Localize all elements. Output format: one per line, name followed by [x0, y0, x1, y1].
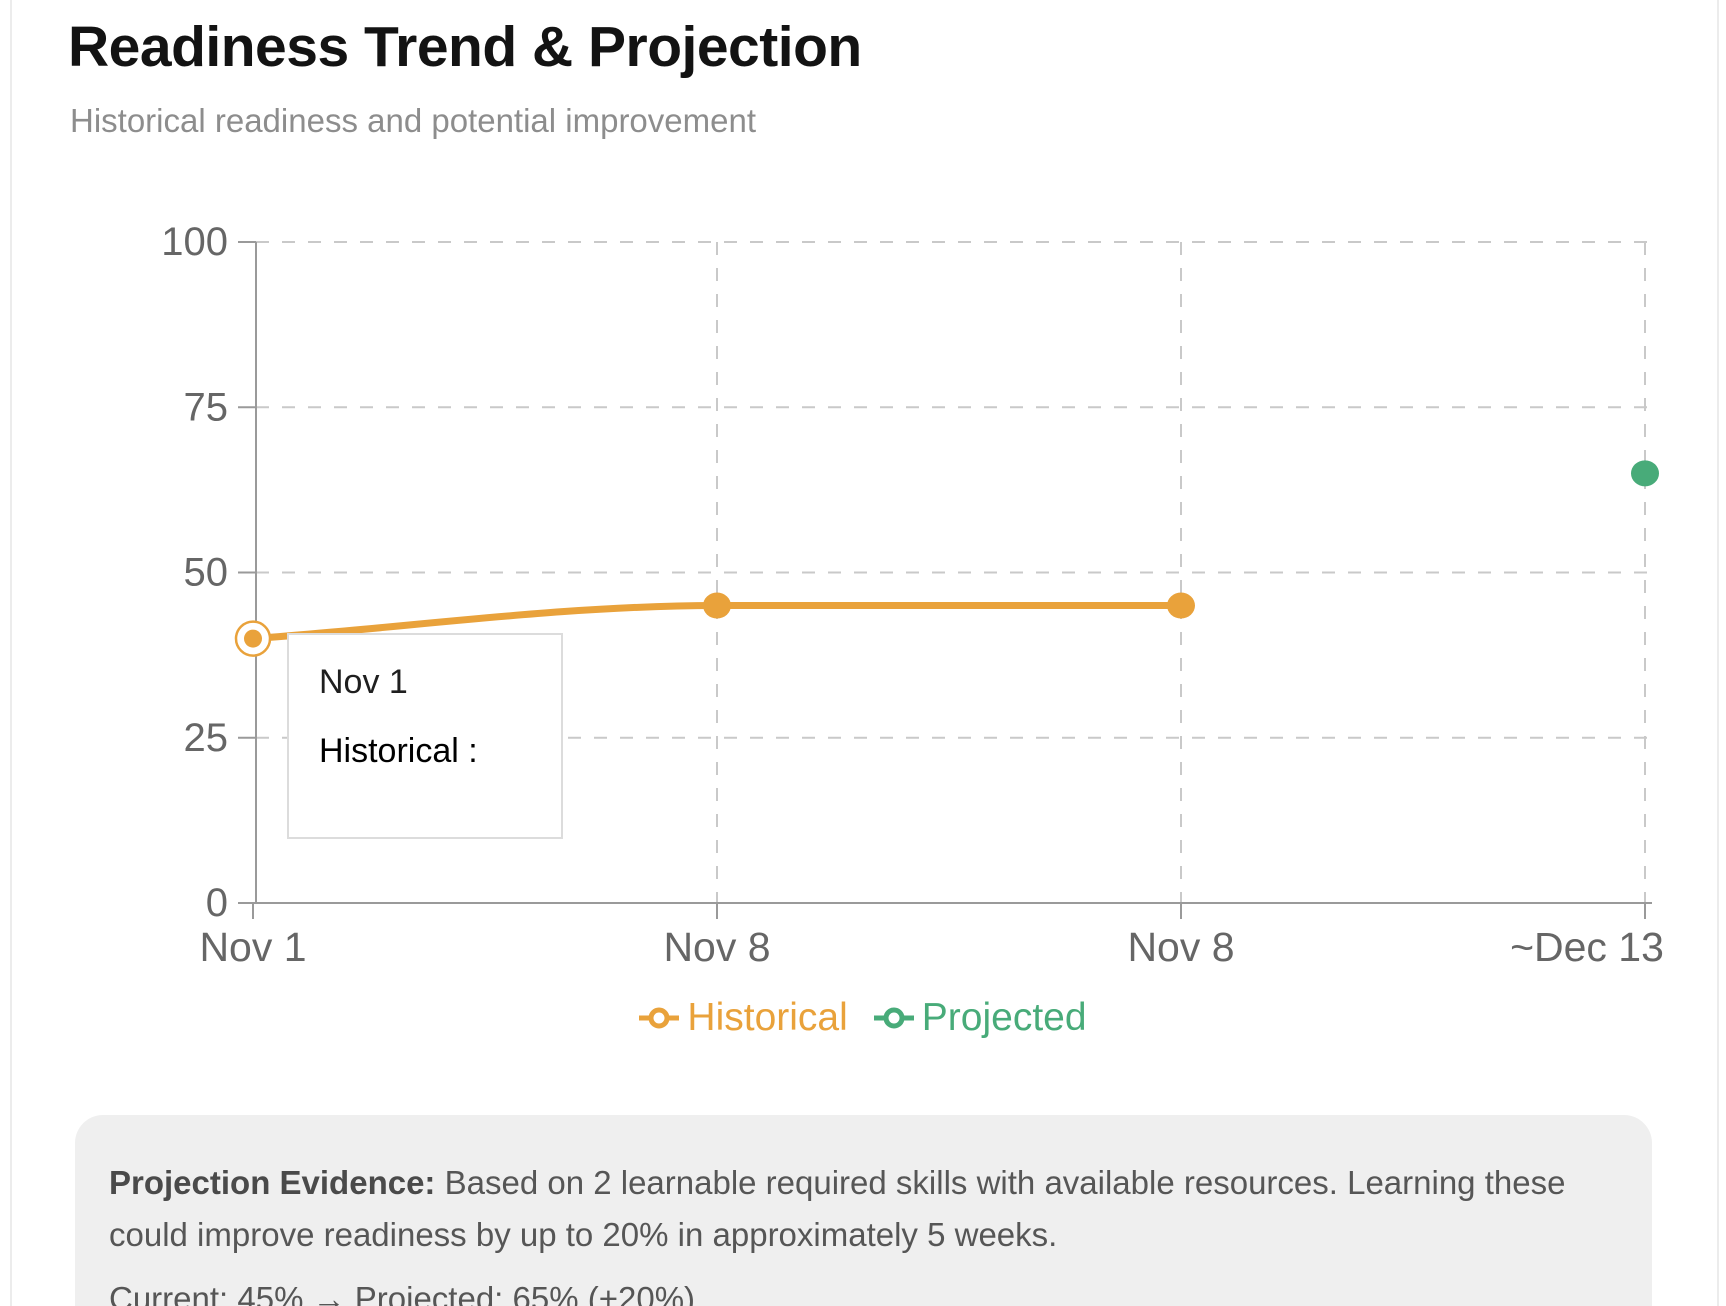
x-tick-label: Nov 1 — [199, 924, 306, 970]
evidence-body: Based on 2 learnable required skills wit… — [109, 1164, 1566, 1254]
chart-tooltip: Nov 1 Historical : — [287, 633, 563, 839]
tooltip-date-label: Nov 1 — [319, 663, 408, 701]
y-tick-label: 0 — [206, 881, 228, 925]
page-title: Readiness Trend & Projection — [68, 15, 862, 79]
evidence-summary: Current: 45% → Projected: 65% (+20%) — [109, 1280, 696, 1306]
y-tick-label: 25 — [184, 716, 229, 760]
projected-dot[interactable] — [1631, 460, 1659, 487]
legend-line-marker-icon — [639, 1007, 680, 1029]
legend-line-marker-icon — [873, 1007, 914, 1029]
x-tick-label: Nov 8 — [1127, 924, 1234, 970]
legend-label-historical: Historical — [687, 996, 848, 1039]
evidence-text: Projection Evidence: Based on 2 learnabl… — [109, 1157, 1618, 1261]
x-tick-label: ~Dec 13 — [1510, 924, 1664, 970]
chart-legend: Historical Projected — [0, 996, 1726, 1040]
tooltip-series-value: Historical : — [319, 732, 478, 770]
historical-dot[interactable] — [1167, 592, 1195, 619]
legend-item-historical[interactable]: Historical — [639, 996, 848, 1040]
y-tick-label: 75 — [184, 385, 229, 429]
legend-item-projected[interactable]: Projected — [873, 996, 1087, 1040]
evidence-heading: Projection Evidence: — [109, 1164, 436, 1201]
historical-dot[interactable] — [703, 592, 731, 619]
historical-active-dot[interactable] — [244, 629, 262, 648]
historical-active-dot-ring — [234, 620, 272, 657]
readiness-line-chart[interactable]: 0 25 50 75 100 Nov 1 Nov 8 Nov 8 ~Dec 13 — [0, 0, 1726, 980]
legend-label-projected: Projected — [921, 996, 1087, 1039]
x-tick-label: Nov 8 — [663, 924, 770, 970]
y-tick-label: 100 — [161, 220, 228, 264]
y-tick-label: 50 — [184, 551, 229, 595]
page-subtitle: Historical readiness and potential impro… — [70, 102, 757, 139]
projection-evidence-box: Projection Evidence: Based on 2 learnabl… — [75, 1115, 1652, 1306]
